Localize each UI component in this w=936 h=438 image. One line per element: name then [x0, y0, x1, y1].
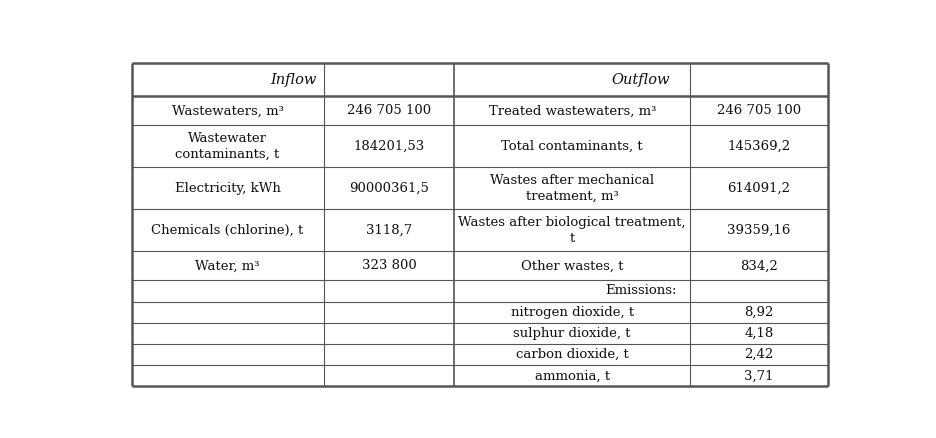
Text: Wastes after mechanical
treatment, m³: Wastes after mechanical treatment, m³ — [490, 174, 654, 203]
Text: Wastewater
contaminants, t: Wastewater contaminants, t — [175, 132, 280, 161]
Text: 614091,2: 614091,2 — [727, 182, 791, 195]
Text: Wastes after biological treatment,
t: Wastes after biological treatment, t — [459, 216, 686, 245]
Text: sulphur dioxide, t: sulphur dioxide, t — [514, 327, 631, 340]
Text: Inflow: Inflow — [270, 73, 316, 87]
Text: 2,42: 2,42 — [744, 348, 774, 361]
Text: nitrogen dioxide, t: nitrogen dioxide, t — [511, 306, 634, 318]
Text: 90000361,5: 90000361,5 — [349, 182, 429, 195]
Text: 8,92: 8,92 — [744, 306, 774, 318]
Text: Treated wastewaters, m³: Treated wastewaters, m³ — [489, 104, 656, 117]
Text: Wastewaters, m³: Wastewaters, m³ — [171, 104, 284, 117]
Text: 39359,16: 39359,16 — [727, 224, 791, 237]
Text: 323 800: 323 800 — [361, 259, 417, 272]
Text: 3118,7: 3118,7 — [366, 224, 412, 237]
Text: Total contaminants, t: Total contaminants, t — [502, 140, 643, 153]
Text: Water, m³: Water, m³ — [196, 259, 260, 272]
Text: carbon dioxide, t: carbon dioxide, t — [516, 348, 629, 361]
Text: 246 705 100: 246 705 100 — [717, 104, 801, 117]
Text: Other wastes, t: Other wastes, t — [521, 259, 623, 272]
Text: 145369,2: 145369,2 — [727, 140, 791, 153]
Text: 3,71: 3,71 — [744, 369, 774, 382]
Text: Chemicals (chlorine), t: Chemicals (chlorine), t — [152, 224, 304, 237]
Text: 834,2: 834,2 — [740, 259, 778, 272]
Text: Emissions:: Emissions: — [606, 284, 677, 297]
Text: Outflow: Outflow — [612, 73, 670, 87]
Text: 246 705 100: 246 705 100 — [347, 104, 431, 117]
Text: Electricity, kWh: Electricity, kWh — [175, 182, 281, 195]
Text: 4,18: 4,18 — [744, 327, 774, 340]
Text: 184201,53: 184201,53 — [354, 140, 425, 153]
Text: ammonia, t: ammonia, t — [534, 369, 609, 382]
